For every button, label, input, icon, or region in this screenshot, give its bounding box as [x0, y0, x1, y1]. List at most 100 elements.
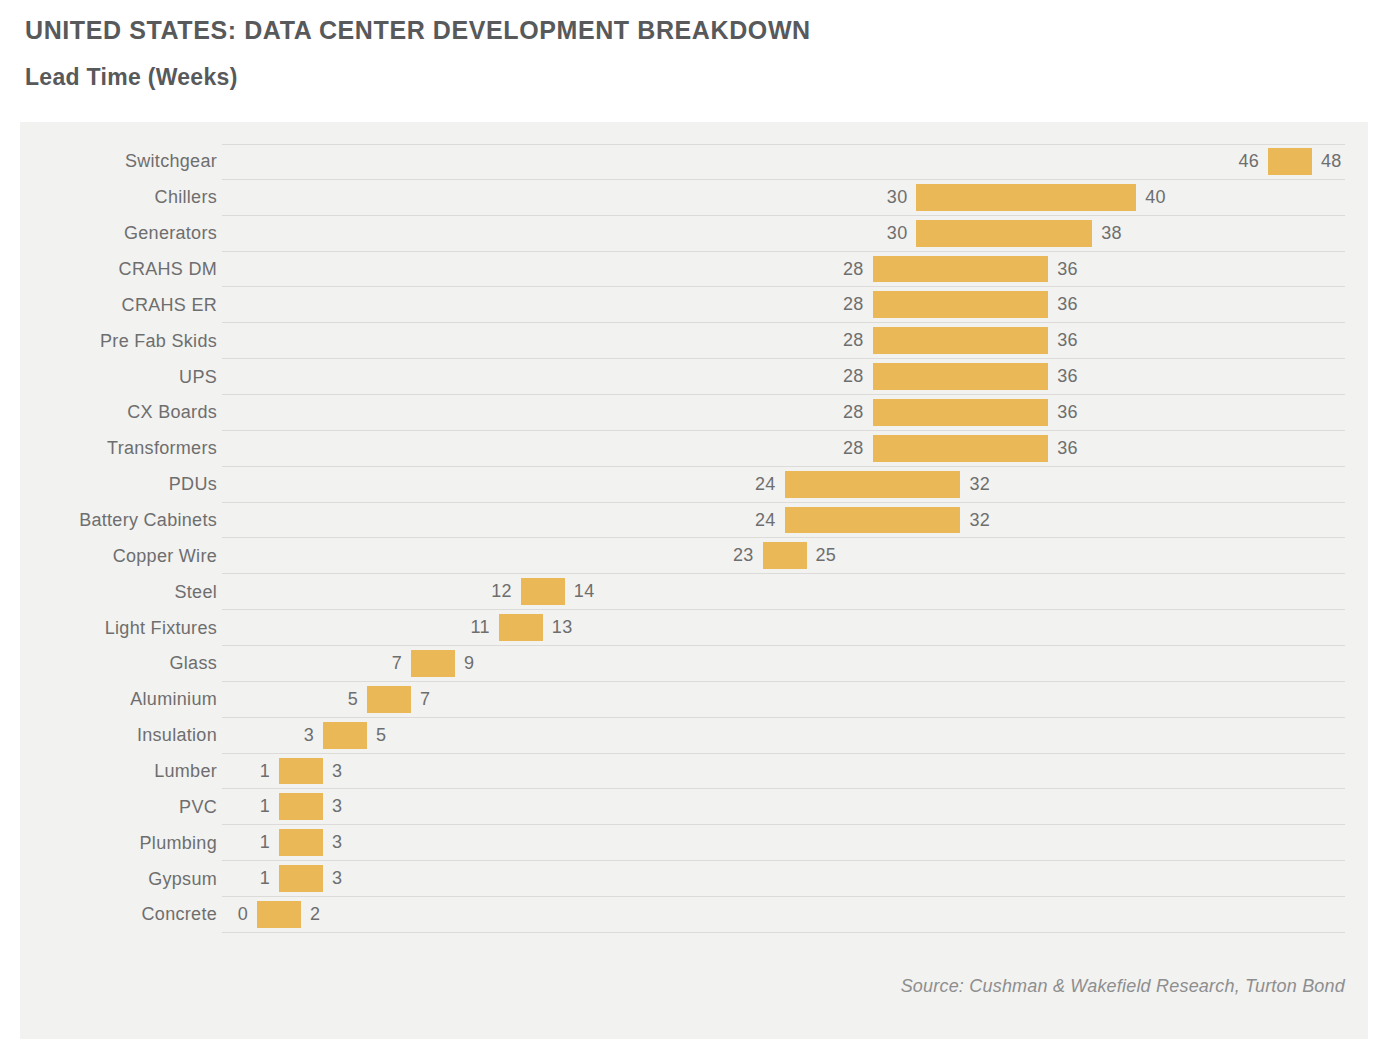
range-bar: [279, 829, 323, 856]
bar-end-value: 9: [464, 646, 474, 681]
row-track: 11 13: [222, 610, 1345, 646]
row-track: 13: [222, 825, 1345, 861]
row-track: 02: [222, 897, 1345, 933]
category-label: CX Boards: [20, 395, 217, 431]
range-bar: [499, 614, 543, 641]
chart-row: Lumber13: [20, 754, 1368, 790]
bar-end-value: 5: [376, 718, 386, 753]
row-track: 35: [222, 718, 1345, 754]
category-label: Pre Fab Skids: [20, 323, 217, 359]
range-bar: [763, 542, 807, 569]
bar-end-value: 36: [1057, 287, 1078, 322]
bar-start-value: 1: [260, 861, 270, 896]
bar-end-value: 36: [1057, 252, 1078, 287]
range-bar: [873, 291, 1049, 318]
row-track: 28 36: [222, 431, 1345, 467]
category-label: UPS: [20, 359, 217, 395]
category-label: CRAHS DM: [20, 252, 217, 288]
row-track: 13: [222, 861, 1345, 897]
chart-row: Battery Cabinets2432: [20, 503, 1368, 539]
bar-start-value: 1: [260, 825, 270, 860]
range-bar: [411, 650, 455, 677]
chart-row: Insulation35: [20, 718, 1368, 754]
bar-end-value: 48: [1321, 144, 1342, 179]
bar-start-value: 11: [471, 610, 490, 645]
chart-row: CX Boards2836: [20, 395, 1368, 431]
category-label: Switchgear: [20, 144, 217, 180]
bar-start-value: 28: [843, 359, 864, 394]
chart-row: Pre Fab Skids 28 36: [20, 323, 1368, 359]
row-track: 24 32: [222, 503, 1345, 539]
row-track: 57: [222, 682, 1345, 718]
bar-start-value: 24: [755, 503, 776, 538]
range-bar: [279, 758, 323, 785]
category-label: PDUs: [20, 467, 217, 503]
chart-row: Concrete02: [20, 897, 1368, 933]
bar-end-value: 40: [1145, 180, 1166, 215]
bar-end-value: 7: [420, 682, 430, 717]
category-label: Copper Wire: [20, 538, 217, 574]
chart-row: Generators3038: [20, 216, 1368, 252]
category-label: Lumber: [20, 754, 217, 790]
bar-end-value: 13: [552, 610, 573, 645]
category-label: Insulation: [20, 718, 217, 754]
row-track: 3038: [222, 216, 1345, 252]
range-bar: [1268, 148, 1312, 175]
chart-row: Copper Wire 23 25: [20, 538, 1368, 574]
row-track: 3040: [222, 180, 1345, 216]
range-bar: [279, 793, 323, 820]
range-bar: [367, 686, 411, 713]
row-track: 1214: [222, 574, 1345, 610]
row-track: 13: [222, 789, 1345, 825]
bar-end-value: 32: [969, 503, 990, 538]
range-bar: [873, 435, 1049, 462]
chart-row: Steel1214: [20, 574, 1368, 610]
row-track: 2836: [222, 359, 1345, 395]
bar-end-value: 38: [1101, 216, 1122, 251]
row-track: 28 36: [222, 323, 1345, 359]
range-bar: [873, 256, 1049, 283]
chart-row: Gypsum13: [20, 861, 1368, 897]
bar-start-value: 28: [843, 431, 864, 466]
bar-end-value: 3: [332, 825, 342, 860]
bar-start-value: 1: [260, 789, 270, 824]
range-bar: [785, 471, 961, 498]
page-title: UNITED STATES: DATA CENTER DEVELOPMENT B…: [25, 16, 811, 45]
chart-row: Light Fixtures 11 13: [20, 610, 1368, 646]
category-label: CRAHS ER: [20, 287, 217, 323]
bar-end-value: 3: [332, 789, 342, 824]
range-bar: [873, 399, 1049, 426]
bar-start-value: 28: [843, 287, 864, 322]
category-label: PVC: [20, 789, 217, 825]
bar-end-value: 25: [816, 538, 837, 573]
range-bar: [323, 722, 367, 749]
chart-row: Chillers3040: [20, 180, 1368, 216]
category-label: Glass: [20, 646, 217, 682]
chart-rows: Switchgear4648Chillers3040Generators3038…: [20, 144, 1368, 933]
bar-start-value: 7: [392, 646, 402, 681]
chart-panel: Switchgear4648Chillers3040Generators3038…: [20, 122, 1368, 1039]
bar-start-value: 46: [1238, 144, 1259, 179]
range-bar: [873, 327, 1049, 354]
chart-row: UPS2836: [20, 359, 1368, 395]
category-label: Aluminium: [20, 682, 217, 718]
row-track: 2432: [222, 467, 1345, 503]
category-label: Plumbing: [20, 825, 217, 861]
row-track: 28 36: [222, 287, 1345, 323]
category-label: Light Fixtures: [20, 610, 217, 646]
bar-start-value: 28: [843, 323, 864, 358]
bar-start-value: 12: [491, 574, 512, 609]
row-track: 2836: [222, 395, 1345, 431]
range-bar: [785, 507, 961, 534]
bar-end-value: 36: [1057, 323, 1078, 358]
bar-start-value: 3: [304, 718, 314, 753]
row-track: 13: [222, 754, 1345, 790]
bar-start-value: 23: [733, 538, 754, 573]
chart-row: Plumbing13: [20, 825, 1368, 861]
bar-end-value: 36: [1057, 431, 1078, 466]
chart-row: Switchgear 46 48: [20, 144, 1368, 180]
range-bar: [279, 865, 323, 892]
range-bar: [257, 901, 301, 928]
bar-end-value: 3: [332, 861, 342, 896]
category-label: Chillers: [20, 180, 217, 216]
